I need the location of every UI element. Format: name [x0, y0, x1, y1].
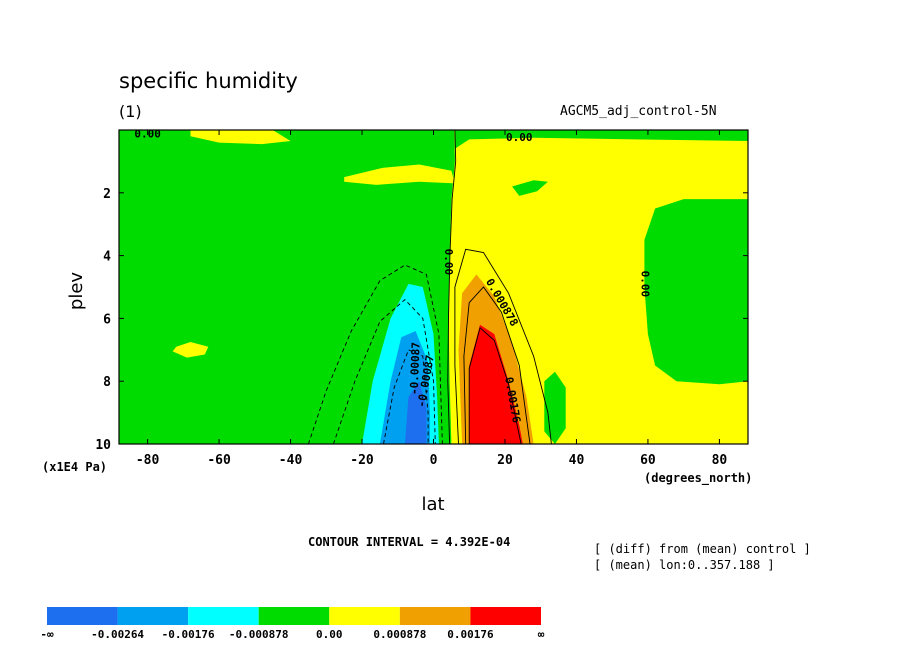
chart-subtitle: (1)	[119, 102, 142, 121]
region-red	[469, 324, 523, 444]
region-yellow-top-left	[190, 130, 291, 145]
colorbar: -∞ -0.00264 -0.00176 -0.000878 0.00 0.000878 0…	[40, 607, 545, 641]
contour-pos-inner	[468, 326, 522, 444]
contour-neg-00264	[383, 349, 429, 444]
y-axis: 2 4 6 8 10	[95, 187, 748, 453]
colorbar-swatch-0	[47, 607, 118, 625]
colorbar-swatch-2	[188, 607, 259, 625]
colorbar-label-2: -0.00176	[162, 628, 215, 641]
colorbar-label-3: -0.000878	[229, 628, 289, 641]
contour-neg-inner	[332, 298, 436, 444]
contour-pos-00176	[463, 286, 531, 444]
y-axis-unit: (x1E4 Pa)	[42, 460, 107, 474]
region-yellow-band	[344, 164, 455, 185]
x-tick-label-3: -20	[350, 453, 374, 468]
colorbar-swatch-5	[399, 607, 471, 625]
contour-label-7: -0.00087	[408, 342, 423, 395]
y-tick-label-2: 6	[103, 312, 111, 327]
region-green-east	[644, 199, 748, 385]
x-tick-label-0: -80	[136, 453, 160, 468]
y-tick-label-3: 8	[103, 375, 111, 390]
contour-interval: CONTOUR INTERVAL = 4.392E-04	[308, 535, 511, 549]
y-axis-label: plev	[66, 272, 87, 311]
x-tick-label-1: -60	[207, 453, 231, 468]
x-tick-label-8: 80	[712, 453, 728, 468]
x-axis: -80 -60 -40 -20 0 20 40 60 80	[136, 130, 728, 468]
colorbar-swatch-6	[470, 607, 541, 625]
colorbar-swatch-3	[258, 607, 330, 625]
region-blue	[404, 381, 427, 444]
colorbar-label-0: -∞	[40, 628, 54, 641]
y-tick-label-4: 10	[95, 438, 111, 453]
mean-note: [ (mean) lon:0..357.188 ]	[594, 558, 775, 572]
contour-neg-0000878	[307, 264, 443, 444]
colorbar-label-6: 0.00176	[447, 628, 494, 641]
run-label: AGCM5_adj_control-5N	[560, 104, 717, 119]
diff-note: [ (diff) from (mean) control ]	[594, 542, 811, 556]
contour-label-1: 0.00	[506, 131, 533, 144]
contour-zero-west	[447, 130, 457, 444]
colorbar-label-4: 0.00	[316, 628, 343, 641]
x-tick-label-6: 40	[569, 453, 585, 468]
x-tick-label-5: 20	[497, 453, 513, 468]
colorbar-swatch-1	[117, 607, 189, 625]
x-tick-label-4: 0	[430, 453, 438, 468]
colorbar-label-5: 0.000878	[373, 628, 426, 641]
contour-field	[119, 130, 748, 444]
contour-label-2: 0.00	[442, 249, 455, 276]
x-tick-label-2: -40	[279, 453, 303, 468]
colorbar-swatch-4	[329, 607, 400, 625]
colorbar-label-1: -0.00264	[91, 628, 144, 641]
region-yellow-left-blob	[172, 342, 209, 358]
contour-label-3: 0.00	[638, 271, 651, 298]
x-axis-unit: (degrees_north)	[644, 471, 752, 486]
region-green-small	[512, 180, 548, 196]
x-axis-label: lat	[421, 494, 444, 515]
contour-pos-0000878	[454, 248, 552, 444]
y-tick-label-1: 4	[103, 250, 111, 265]
chart-title: specific humidity	[119, 69, 298, 93]
x-tick-label-7: 60	[640, 453, 656, 468]
region-green-right	[454, 130, 748, 149]
colorbar-label-7: ∞	[538, 628, 545, 641]
y-tick-label-0: 2	[103, 187, 111, 202]
